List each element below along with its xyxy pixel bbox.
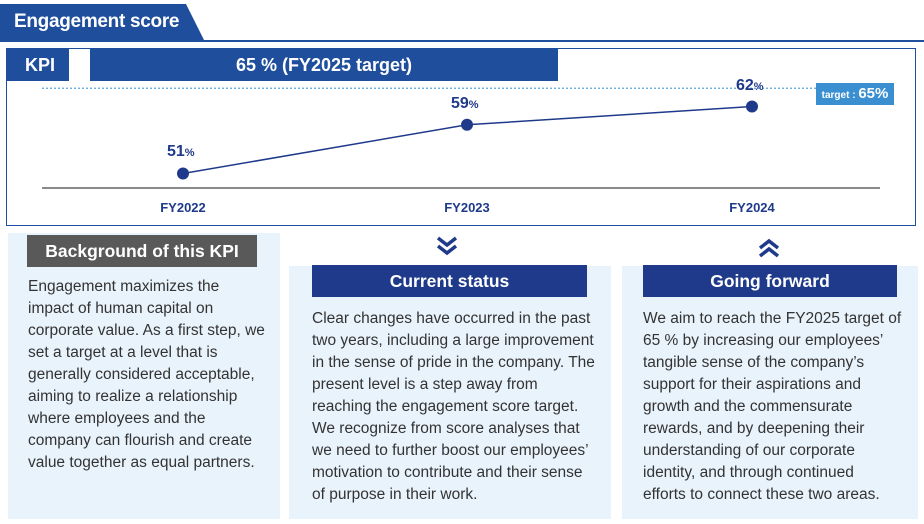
current-text-line: we need to further boost our employees’ — [312, 442, 589, 459]
background-card — [8, 233, 280, 519]
background-text-line: corporate value. As a first step, we — [28, 322, 265, 339]
data-label-fy2022: 51% — [167, 143, 195, 161]
current-status-heading: Current status — [312, 265, 587, 297]
section-title: Engagement score — [14, 11, 180, 32]
data-label-fy2023: 59% — [451, 94, 479, 112]
section-title-tab: Engagement score — [0, 4, 205, 42]
data-label-fy2024: 62% — [736, 76, 764, 94]
going-forward-text: We aim to reach the FY2025 target of 65 %… — [643, 308, 913, 506]
title-rule — [0, 40, 924, 42]
target-unit: % — [875, 85, 889, 102]
data-point-fy2024 — [746, 100, 758, 113]
current-text-line: We recognize from score analyses that — [312, 420, 580, 437]
kpi-value-bar: 65 % (FY2025 target) — [90, 49, 558, 81]
target-prefix: target : — [821, 90, 859, 101]
target-value: 65 — [858, 85, 875, 102]
double-chevron-down-icon — [436, 236, 458, 256]
current-text-line: present level is a step away from — [312, 376, 538, 393]
current-status-text: Clear changes have occurred in the past t… — [312, 308, 607, 506]
series-line — [182, 105, 753, 175]
target-badge: target : 65% — [816, 83, 894, 105]
current-text-line: in the sense of pride in the company. Th… — [312, 354, 595, 371]
x-tick-fy2024: FY2024 — [729, 200, 775, 215]
forward-text-line: We aim to reach the FY2025 target of — [643, 310, 902, 327]
kpi-label: KPI — [7, 49, 69, 81]
current-text-line: motivation to contribute and their sense — [312, 464, 583, 481]
background-heading: Background of this KPI — [27, 235, 257, 267]
current-status-card — [289, 266, 611, 519]
marker-group — [177, 100, 758, 180]
data-point-fy2022 — [177, 167, 189, 180]
forward-text-line: rewards, and by deepening their — [643, 420, 865, 437]
x-tick-fy2023: FY2023 — [444, 200, 490, 215]
going-forward-heading: Going forward — [643, 265, 897, 297]
data-point-fy2023 — [461, 118, 473, 131]
forward-text-line: efforts to connect these two areas. — [643, 486, 880, 503]
background-text-line: Engagement maximizes the — [28, 278, 220, 295]
background-text-line: company can flourish and create — [28, 432, 253, 449]
forward-text-line: 65 % by increasing our employees’ — [643, 332, 884, 349]
kpi-label-text: KPI — [25, 55, 56, 75]
current-text-line: reaching the engagement score target. — [312, 398, 579, 415]
forward-text-line: support for their aspirations and — [643, 376, 861, 393]
current-text-line: Clear changes have occurred in the past — [312, 310, 591, 327]
forward-text-line: tangible sense of the company’s — [643, 354, 865, 371]
forward-text-line: identity, and through continued — [643, 464, 854, 481]
current-text-line: two years, including a large improvement — [312, 332, 594, 349]
going-forward-card — [622, 266, 918, 519]
double-chevron-up-icon — [758, 238, 780, 258]
background-text-line: impact of human capital on — [28, 300, 214, 317]
background-text-line: aiming to realize a relationship — [28, 388, 238, 405]
forward-text-line: growth and the commensurate — [643, 398, 853, 415]
background-text-line: set a target at a level that is — [28, 344, 218, 361]
background-text: Engagement maximizes the impact of human … — [28, 276, 280, 474]
background-text-line: generally considered acceptable, — [28, 366, 255, 383]
background-text-line: value together as equal partners. — [28, 454, 255, 471]
forward-text-line: understanding of our corporate — [643, 442, 855, 459]
current-text-line: of purpose in their work. — [312, 486, 478, 503]
background-text-line: where employees and the — [28, 410, 206, 427]
x-tick-fy2022: FY2022 — [160, 200, 206, 215]
